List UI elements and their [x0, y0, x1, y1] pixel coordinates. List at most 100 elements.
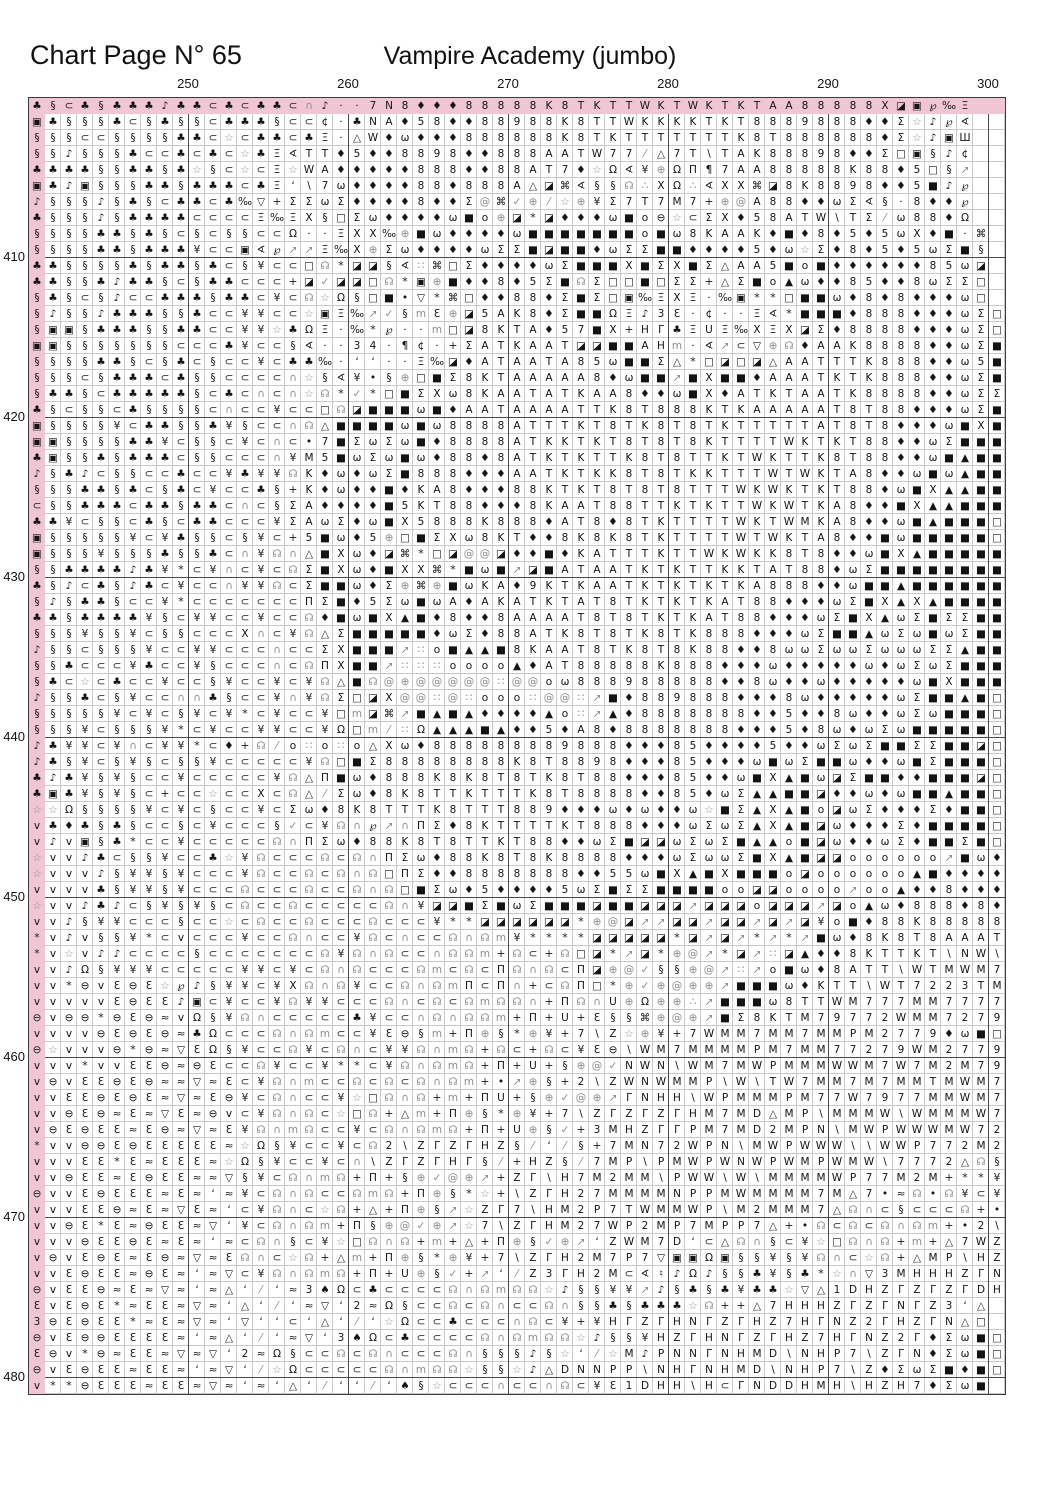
grid-cell: Ɛ	[81, 1252, 89, 1264]
grid-cell: Z	[657, 1108, 665, 1120]
grid-cell: N	[721, 1348, 729, 1360]
grid-cell: ♦	[816, 276, 826, 288]
grid-cell: Ω	[80, 964, 90, 976]
grid-cell: §	[146, 196, 152, 208]
grid-cell: T	[545, 356, 553, 368]
grid-cell: T	[689, 500, 697, 512]
grid-cell: 9	[529, 580, 537, 592]
grid-cell: M	[992, 980, 1002, 992]
grid-cell: ◪	[512, 916, 522, 928]
grid-cell: ♦	[608, 516, 618, 528]
grid-cell: ⊂	[256, 500, 266, 512]
grid-cell: §	[98, 772, 104, 784]
grid-cell: ·	[435, 340, 439, 352]
grid-cell: ω	[896, 612, 906, 624]
grid-cell: 8	[785, 132, 793, 144]
grid-cell: ♦	[880, 804, 890, 816]
grid-cell: ↗	[384, 660, 394, 672]
grid-cell: ■	[960, 516, 970, 528]
grid-cell: ⊂	[208, 964, 218, 976]
grid-cell: ♦	[864, 116, 874, 128]
grid-cell: A	[769, 404, 777, 416]
grid-cell: ◪	[736, 948, 746, 960]
grid-cell: Σ	[913, 660, 921, 672]
grid-cell: §	[114, 532, 120, 544]
grid-cell: K	[865, 372, 873, 384]
grid-cell: T	[753, 532, 761, 544]
grid-cell: *	[818, 1268, 824, 1280]
grid-cell: Ω	[256, 1140, 266, 1152]
grid-cell: ω	[368, 468, 378, 480]
grid-cell: ¥	[257, 1108, 265, 1120]
grid-cell: @	[399, 692, 411, 704]
grid-cell: 8	[625, 500, 633, 512]
grid-cell: ≈	[208, 1316, 218, 1328]
grid-cell: ☆	[304, 308, 314, 320]
grid-cell: ↗	[688, 900, 698, 912]
grid-cell: ■	[704, 884, 714, 896]
grid-cell: D	[768, 1380, 778, 1392]
grid-cell: ■	[960, 500, 970, 512]
grid-cell: ♣	[128, 404, 138, 416]
grid-cell: ■	[960, 596, 970, 608]
grid-cell: 8	[865, 292, 873, 304]
grid-cell: ⊂	[192, 964, 202, 976]
grid-cell: ω	[816, 740, 826, 752]
grid-cell: ▲	[896, 580, 906, 592]
grid-cell: ■	[448, 644, 458, 656]
grid-cell: K	[913, 948, 921, 960]
grid-cell: +	[944, 1220, 954, 1232]
grid-cell: ⊖	[80, 1332, 90, 1344]
grid-cell: ◪	[656, 932, 666, 944]
grid-cell: ♪	[929, 116, 937, 128]
grid-cell: ω	[848, 644, 858, 656]
grid-cell: 8	[513, 868, 521, 880]
grid-cell: H	[785, 1300, 793, 1312]
grid-cell: T	[593, 132, 601, 144]
grid-cell: ∴	[641, 180, 649, 192]
grid-cell: ♣	[352, 1012, 362, 1024]
grid-cell: ♦	[528, 532, 538, 544]
grid-cell	[989, 258, 1005, 274]
grid-cell: §	[194, 756, 200, 768]
grid-cell: A	[833, 500, 841, 512]
grid-cell: ⊕	[400, 228, 410, 240]
grid-cell: §	[66, 628, 72, 640]
grid-cell: ¥	[209, 724, 217, 736]
grid-cell: ♦	[736, 660, 746, 672]
grid-cell: ⊂	[160, 692, 170, 704]
grid-cell: ⊂	[224, 772, 234, 784]
grid-cell: ■	[752, 868, 762, 880]
grid-cell: ♦	[624, 692, 634, 704]
grid-cell: §	[290, 1348, 296, 1360]
grid-cell: H	[817, 1300, 825, 1312]
grid-cell: ≈	[208, 1300, 218, 1312]
grid-cell: M	[736, 1124, 746, 1136]
grid-cell: ■	[720, 804, 730, 816]
grid-cell: ⊂	[272, 356, 282, 368]
grid-cell: ω	[336, 468, 346, 480]
grid-cell: ♪	[29, 754, 45, 770]
grid-cell: m	[671, 340, 683, 352]
grid-cell: Ɛ	[81, 1156, 89, 1168]
grid-cell: ☊	[352, 884, 362, 896]
grid-cell: §	[178, 404, 184, 416]
grid-cell: Ω	[704, 1252, 714, 1264]
grid-cell: ∩	[417, 980, 425, 992]
grid-cell: 8	[465, 388, 473, 400]
grid-cell: △	[960, 1316, 970, 1328]
grid-cell: □	[992, 1348, 1002, 1360]
grid-cell: A	[305, 516, 313, 528]
grid-cell: ▽	[224, 1364, 234, 1376]
grid-cell: M	[624, 1348, 634, 1360]
grid-cell: T	[721, 580, 729, 592]
grid-cell: ⊂	[208, 244, 218, 256]
grid-cell: W	[637, 98, 653, 114]
grid-cell: ♣	[29, 274, 45, 290]
grid-cell: ☆	[336, 1236, 346, 1248]
grid-cell: Π	[353, 1220, 361, 1232]
grid-cell: Ω	[208, 1028, 218, 1040]
grid-cell: 8	[673, 452, 681, 464]
grid-cell: 7	[625, 196, 633, 208]
grid-cell: □	[992, 772, 1002, 784]
